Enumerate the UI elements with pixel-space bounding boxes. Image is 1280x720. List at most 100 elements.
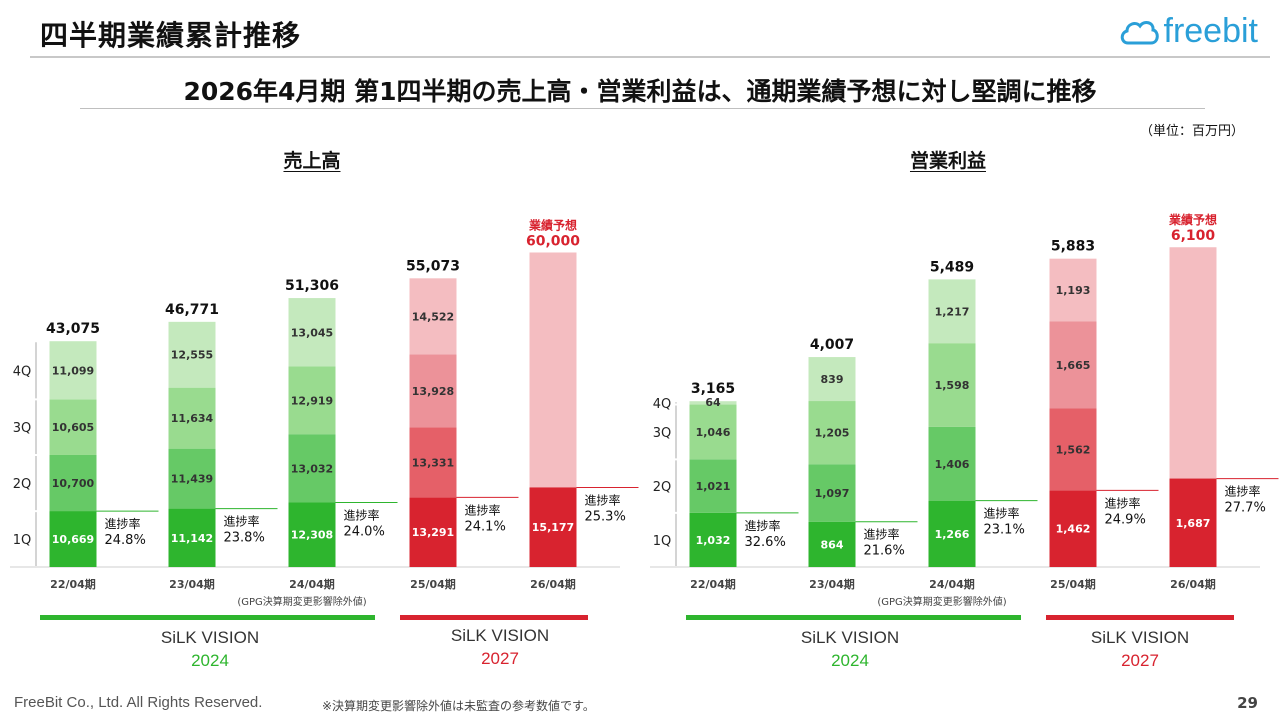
progress-rate-label: 進捗率: [224, 514, 260, 529]
progress-rate-label: 進捗率: [105, 516, 141, 531]
forecast-value-label: 6,100: [1171, 228, 1216, 244]
data-label: 1,193: [1056, 284, 1091, 297]
x-tick-label: 23/04期: [169, 577, 215, 591]
page-subtitle: 2026年4月期 第1四半期の売上高・営業利益は、通期業績予想に対し堅調に推移: [183, 77, 1097, 106]
x-tick-label: 26/04期: [530, 577, 576, 591]
data-label: 12,919: [291, 394, 333, 407]
forecast-value-label: 60,000: [526, 233, 580, 249]
x-tick-label: 25/04期: [410, 577, 456, 591]
bar-segment: [689, 459, 737, 513]
footer-note: ※決算期変更影響除外値は未監査の参考数値です。: [322, 699, 595, 713]
data-label: 11,099: [52, 364, 94, 377]
bar-segment: [168, 387, 216, 449]
total-label: 43,075: [46, 321, 100, 337]
logo-text: freebit: [1163, 12, 1259, 50]
bar-segment: [288, 502, 336, 567]
progress-rate-value: 24.0%: [344, 524, 385, 539]
bar-segment: [928, 279, 976, 344]
sales-panel-title: 売上高: [283, 150, 341, 172]
data-label: 13,331: [412, 456, 454, 469]
x-tick-label: 24/04期: [289, 577, 335, 591]
progress-rate-value: 23.1%: [984, 523, 1025, 538]
freebit-logo: freebit: [1118, 12, 1259, 51]
data-label: 839: [821, 373, 844, 386]
progress-rate-value: 24.1%: [465, 519, 506, 534]
total-label: 55,073: [406, 258, 460, 274]
data-label: 10,700: [52, 477, 95, 490]
bar-segment: [49, 341, 97, 400]
data-label: 1,687: [1176, 517, 1211, 530]
bar-segment: [529, 487, 577, 567]
bar-segment: [808, 521, 856, 567]
x-tick-label: 23/04期: [809, 577, 855, 591]
progress-rate-label: 進捗率: [465, 502, 501, 517]
data-label: 11,142: [171, 532, 213, 545]
progress-rate-value: 25.3%: [585, 509, 626, 524]
progress-rate-label: 進捗率: [864, 527, 900, 542]
page-title: 四半期業績累計推移: [40, 19, 302, 52]
plan-label-2027: SiLK VISION: [450, 626, 550, 645]
data-label: 1,032: [696, 534, 731, 547]
x-tick-label: 25/04期: [1050, 577, 1096, 591]
progress-rate-label: 進捗率: [1105, 495, 1141, 510]
bar-segment: [168, 448, 216, 509]
silk-vision-2027-bar: [400, 615, 588, 620]
progress-rate-value: 27.7%: [1225, 501, 1266, 516]
bar-segment: [168, 508, 216, 567]
progress-rate-value: 21.6%: [864, 544, 905, 559]
bar-segment: [1049, 258, 1097, 322]
bar-segment: [928, 500, 976, 567]
bar-segment: [1169, 478, 1217, 567]
bar-segment: [1049, 490, 1097, 567]
bar-segment: [808, 401, 856, 465]
data-label: 11,634: [171, 412, 214, 425]
data-label: 12,308: [291, 529, 333, 542]
data-label: 1,205: [815, 427, 850, 440]
x-tick-label: 22/04期: [690, 577, 736, 591]
bar-segment: [1049, 408, 1097, 491]
bar-segment: [409, 497, 457, 567]
plan-label-2024: SiLK VISION: [160, 628, 260, 647]
plan-year-2027: 2027: [481, 649, 519, 668]
footer-copyright: FreeBit Co., Ltd. All Rights Reserved.: [14, 694, 263, 711]
data-label: 13,032: [291, 462, 333, 475]
x-tick-label: 22/04期: [50, 577, 96, 591]
x-tick-label: 26/04期: [1170, 577, 1216, 591]
data-label: 11,439: [171, 473, 213, 486]
bar-segment: [928, 426, 976, 501]
bar-segment: [49, 511, 97, 567]
progress-rate-label: 進捗率: [984, 506, 1020, 521]
quarter-label: 4Q: [13, 364, 32, 379]
data-label: 1,462: [1056, 523, 1091, 536]
data-label: 1,021: [696, 480, 731, 493]
page-number: 29: [1237, 694, 1258, 712]
bar-segment: [409, 354, 457, 428]
progress-rate-label: 進捗率: [1225, 484, 1261, 499]
plan-year-2024-profit: 2024: [831, 651, 869, 670]
quarter-label: 1Q: [653, 534, 672, 549]
progress-rate-label: 進捗率: [585, 492, 621, 507]
data-label: 13,291: [412, 526, 454, 539]
gpg-note: (GPG決算期変更影響除外値): [237, 595, 366, 608]
data-label: 15,177: [532, 521, 574, 534]
progress-rate-label: 進捗率: [745, 518, 781, 533]
x-tick-label: 24/04期: [929, 577, 975, 591]
data-label: 13,045: [291, 326, 333, 339]
quarter-label: 2Q: [653, 480, 672, 495]
data-label: 1,046: [696, 426, 731, 439]
total-label: 4,007: [810, 337, 854, 353]
quarter-label: 2Q: [13, 477, 32, 492]
silk-vision-2024-bar: [40, 615, 375, 620]
data-label: 13,928: [412, 385, 454, 398]
title-divider: [30, 56, 1270, 58]
bar-segment: [288, 298, 336, 367]
data-label: 1,097: [815, 487, 850, 500]
data-label: 1,266: [935, 528, 970, 541]
data-label: 1,406: [935, 458, 970, 471]
silk-vision-2024-bar-profit: [686, 615, 1021, 620]
data-label: 864: [821, 538, 844, 551]
quarter-label: 1Q: [13, 533, 32, 548]
data-label: 1,598: [935, 379, 970, 392]
